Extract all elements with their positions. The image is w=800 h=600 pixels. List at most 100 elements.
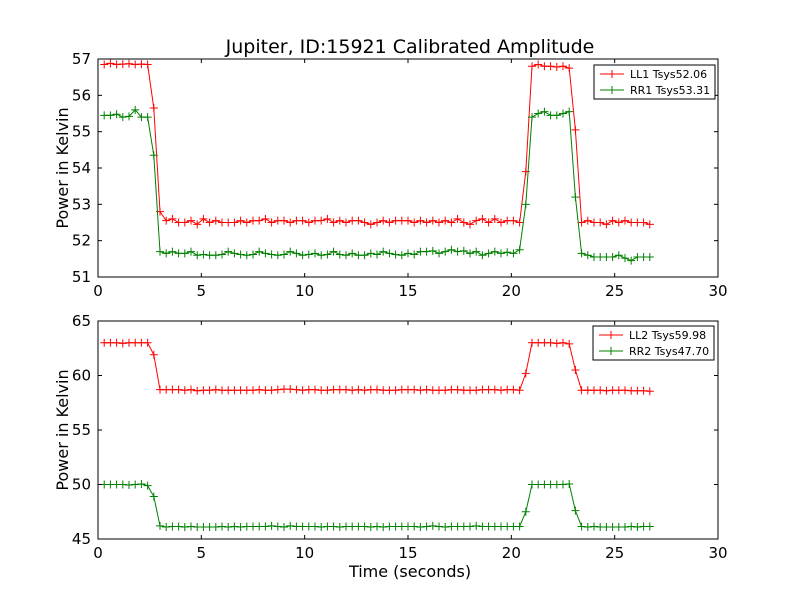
x-tick-label: 10 [295, 282, 314, 300]
data-point-rr2 [577, 522, 586, 531]
data-point-rr1 [627, 256, 636, 265]
data-point-rr1 [224, 247, 233, 256]
data-point-rr2 [211, 523, 220, 532]
data-point-ll1 [106, 59, 115, 68]
data-point-ll2 [453, 385, 462, 394]
data-point-rr2 [633, 523, 642, 532]
data-point-rr1 [180, 249, 189, 258]
data-point-ll1 [286, 218, 295, 227]
data-point-rr2 [373, 522, 381, 531]
data-point-rr2 [590, 522, 598, 531]
data-point-rr1 [466, 249, 474, 258]
top-legend-label-rr1: RR1 Tsys53.31 [630, 84, 710, 97]
data-point-ll1 [385, 218, 394, 227]
data-point-rr2 [435, 522, 443, 531]
data-point-rr2 [118, 480, 127, 489]
data-point-ll2 [602, 386, 611, 395]
data-point-rr2 [317, 523, 326, 532]
data-point-rr1 [391, 250, 400, 259]
data-point-ll2 [286, 385, 295, 394]
data-point-rr1 [168, 247, 177, 256]
bottom-series-layer [100, 338, 654, 532]
data-point-ll1 [509, 216, 518, 225]
data-point-rr1 [273, 251, 282, 260]
data-point-rr2 [286, 521, 295, 530]
data-point-ll2 [422, 385, 431, 394]
data-point-ll2 [373, 385, 381, 394]
top-plot-frame [97, 58, 719, 278]
data-point-ll1 [342, 218, 350, 227]
bottom-legend-label-ll2: LL2 Tsys59.98 [629, 329, 706, 342]
data-point-ll2 [571, 366, 580, 375]
top-y-axis-label: Power in Kelvin [53, 107, 72, 228]
data-point-ll1 [546, 62, 555, 71]
data-point-ll1 [577, 218, 586, 227]
data-point-rr2 [280, 523, 288, 532]
data-point-ll2 [143, 338, 152, 347]
data-point-rr1 [490, 247, 499, 256]
data-point-ll2 [211, 385, 220, 394]
data-point-ll1 [242, 218, 251, 227]
data-point-ll1 [230, 218, 239, 227]
top-series-layer [100, 59, 654, 265]
data-point-rr2 [571, 506, 580, 515]
data-point-rr1 [503, 248, 512, 257]
data-point-ll1 [447, 218, 456, 227]
data-point-rr2 [441, 523, 450, 532]
y-tick-label: 55 [72, 421, 91, 439]
data-point-ll1 [211, 216, 220, 225]
data-point-rr1 [156, 247, 164, 256]
data-point-ll2 [521, 369, 530, 378]
data-point-ll1 [379, 216, 388, 225]
data-point-rr2 [466, 522, 474, 531]
data-point-rr1 [149, 151, 158, 160]
y-tick-label: 56 [72, 86, 91, 104]
data-point-ll2 [515, 386, 524, 395]
bottom-subplot: Time (seconds) Power in Kelvin 0 5 10 15 20 2… [53, 312, 728, 581]
x-tick-label: 0 [93, 544, 103, 562]
data-point-ll1 [304, 218, 313, 227]
x-tick-label: 5 [197, 544, 207, 562]
data-point-ll1 [490, 214, 499, 223]
data-point-rr1 [435, 249, 443, 258]
data-point-ll2 [490, 385, 499, 394]
data-point-rr1 [552, 111, 561, 120]
bottom-legend-box [592, 325, 715, 361]
data-point-rr2 [583, 523, 592, 532]
data-point-rr1 [106, 111, 115, 120]
data-point-rr1 [447, 245, 456, 254]
top-subplot: Jupiter, ID:15921 Calibrated Amplitude P… [53, 36, 728, 300]
data-point-rr1 [143, 113, 152, 122]
data-point-ll1 [497, 218, 505, 227]
data-point-ll1 [100, 60, 109, 69]
x-tick-label: 10 [295, 544, 314, 562]
data-point-rr2 [137, 479, 146, 488]
data-point-rr1 [286, 247, 295, 256]
data-point-ll1 [472, 216, 481, 225]
data-point-ll1 [552, 62, 561, 71]
data-point-rr1 [484, 249, 493, 258]
data-point-rr2 [416, 523, 425, 532]
bottom-x-axis-label: Time (seconds) [348, 562, 471, 581]
top-legend-box [593, 64, 716, 100]
data-point-rr1 [230, 249, 239, 258]
data-point-rr2 [329, 522, 338, 531]
data-point-ll2 [323, 386, 332, 395]
y-tick-label: 51 [72, 268, 91, 286]
data-point-rr1 [559, 109, 567, 118]
data-point-ll1 [559, 62, 567, 71]
data-point-rr2 [422, 522, 431, 531]
chart-title: Jupiter, ID:15921 Calibrated Amplitude [225, 36, 595, 58]
data-point-rr2 [143, 481, 152, 490]
data-point-ll2 [559, 338, 567, 347]
data-point-ll2 [311, 385, 319, 394]
data-point-ll2 [416, 386, 425, 395]
top-legend-marker-ll1 [608, 70, 616, 78]
data-point-rr1 [385, 249, 394, 258]
data-point-ll1 [236, 216, 245, 225]
data-point-rr1 [373, 250, 381, 259]
data-point-ll2 [292, 385, 301, 394]
y-tick-label: 45 [72, 530, 91, 548]
data-point-ll1 [453, 214, 462, 223]
data-point-rr1 [360, 251, 369, 260]
